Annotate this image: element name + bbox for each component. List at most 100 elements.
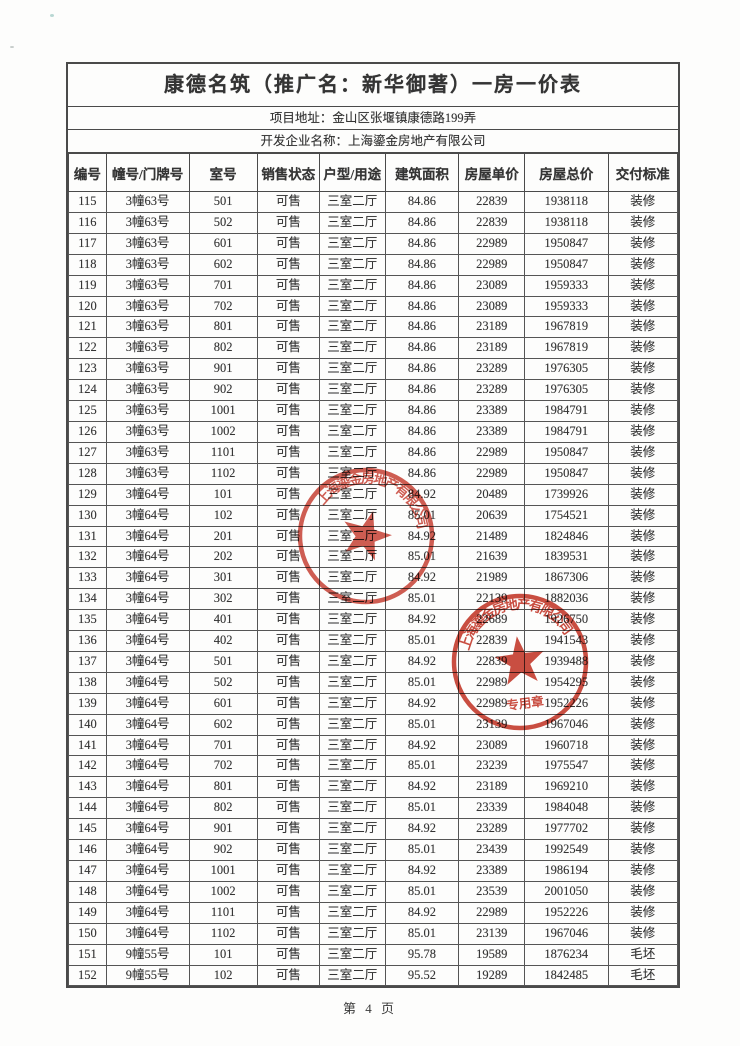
table-cell: 139: [68, 692, 107, 715]
table-cell: 84.86: [384, 295, 460, 318]
table-cell: 701: [188, 274, 258, 297]
table-cell: 可售: [256, 504, 320, 527]
table-cell: 133: [68, 567, 107, 590]
table-cell: 3幢64号: [105, 901, 190, 924]
table-row: 128 3幢63号 1102 可售 三室二厅 84.86 22989 1950847 装修: [68, 462, 679, 485]
table-cell: 三室二厅: [318, 504, 386, 527]
column-header: 编号: [68, 153, 107, 192]
table-row: 134 3幢64号 302 可售 三室二厅 85.01 22139 1882036 装修: [68, 588, 679, 611]
table-cell: 1984791: [524, 400, 609, 422]
table-cell: 1001: [188, 400, 258, 422]
table-cell: 可售: [256, 650, 320, 673]
table-cell: 可售: [256, 337, 320, 360]
page-number: 第 4 页: [342, 1001, 397, 1016]
table-row: 143 3幢64号 801 可售 三室二厅 84.92 23189 1969210 装修: [68, 776, 679, 799]
table-cell: 801: [188, 316, 258, 339]
table-cell: 502: [188, 671, 258, 694]
table-cell: 三室二厅: [318, 839, 386, 861]
table-cell: 22989: [458, 462, 526, 485]
table-cell: 23289: [458, 358, 526, 381]
table-cell: 501: [188, 191, 258, 213]
table-cell: 23139: [458, 922, 526, 945]
page-title: 康德名筑（推广名：新华御著）一房一价表: [68, 64, 678, 107]
table-cell: 22989: [458, 671, 526, 694]
table-row: 120 3幢63号 702 可售 三室二厅 84.86 23089 1959333 装修: [68, 295, 679, 318]
table-row: 148 3幢64号 1002 可售 三室二厅 85.01 23539 2001050 装修: [68, 880, 679, 903]
table-cell: 23089: [458, 274, 526, 297]
table-cell: 三室二厅: [318, 671, 386, 694]
table-cell: 装修: [607, 609, 679, 632]
column-header: 房屋单价: [458, 153, 526, 192]
table-cell: 95.52: [384, 964, 460, 987]
scan-artifact-speck: [10, 46, 14, 48]
table-cell: 124: [68, 379, 107, 402]
column-header: 房屋总价: [524, 153, 609, 192]
table-cell: 可售: [256, 713, 320, 736]
table-cell: 84.86: [384, 316, 460, 339]
table-cell: 3幢64号: [105, 650, 190, 673]
table-cell: 85.01: [384, 630, 460, 652]
table-cell: 84.86: [384, 253, 460, 276]
table-cell: 117: [68, 232, 107, 255]
table-cell: 三室二厅: [318, 692, 386, 715]
table-cell: 3幢64号: [105, 525, 190, 548]
table-cell: 128: [68, 462, 107, 485]
table-cell: 装修: [607, 755, 679, 778]
table-cell: 130: [68, 504, 107, 527]
table-cell: 可售: [256, 588, 320, 611]
table-cell: 可售: [256, 734, 320, 757]
table-row: 118 3幢63号 602 可售 三室二厅 84.86 22989 1950847 装修: [68, 253, 679, 276]
table-cell: 可售: [256, 546, 320, 569]
table-cell: 23089: [458, 295, 526, 318]
table-row: 124 3幢63号 902 可售 三室二厅 84.86 23289 1976305 装修: [68, 379, 679, 402]
table-cell: 23389: [458, 420, 526, 443]
price-table: 编号 幢号/门牌号 室号 销售状态 户型/用途 建筑面积 房屋单价 房屋总价 交付标准 115 3…: [68, 153, 679, 987]
table-cell: 22989: [458, 692, 526, 715]
table-cell: 150: [68, 922, 107, 945]
table-cell: 1101: [188, 901, 258, 924]
table-cell: 3幢64号: [105, 922, 190, 945]
table-cell: 3幢63号: [105, 211, 190, 234]
table-cell: 1952226: [524, 692, 609, 715]
table-row: 125 3幢63号 1001 可售 三室二厅 84.86 23389 1984791 装修: [68, 400, 679, 422]
table-cell: 3幢63号: [105, 337, 190, 360]
table-cell: 22989: [458, 253, 526, 276]
table-cell: 3幢63号: [105, 420, 190, 443]
table-cell: 102: [188, 504, 258, 527]
table-cell: 可售: [256, 420, 320, 443]
table-cell: 702: [188, 755, 258, 778]
table-cell: 装修: [607, 379, 679, 402]
table-cell: 1002: [188, 420, 258, 443]
table-cell: 140: [68, 713, 107, 736]
table-cell: 23539: [458, 880, 526, 903]
table-row: 140 3幢64号 602 可售 三室二厅 85.01 23139 1967046 装修: [68, 713, 679, 736]
table-cell: 802: [188, 797, 258, 820]
table-cell: 1824846: [524, 525, 609, 548]
table-cell: 701: [188, 734, 258, 757]
table-cell: 1950847: [524, 253, 609, 276]
table-cell: 23089: [458, 734, 526, 757]
table-row: 137 3幢64号 501 可售 三室二厅 84.92 22839 1939488 装修: [68, 650, 679, 673]
table-cell: 装修: [607, 692, 679, 715]
table-cell: 装修: [607, 713, 679, 736]
table-cell: 401: [188, 609, 258, 632]
table-cell: 三室二厅: [318, 567, 386, 590]
table-row: 139 3幢64号 601 可售 三室二厅 84.92 22989 1952226 装修: [68, 692, 679, 715]
table-cell: 142: [68, 755, 107, 778]
table-cell: 可售: [256, 400, 320, 422]
table-cell: 145: [68, 818, 107, 841]
table-cell: 3幢64号: [105, 483, 190, 506]
table-cell: 1967046: [524, 922, 609, 945]
developer-label: 开发企业名称：: [260, 134, 348, 148]
table-cell: 1977702: [524, 818, 609, 841]
table-cell: 三室二厅: [318, 609, 386, 632]
table-cell: 1941543: [524, 630, 609, 652]
table-cell: 三室二厅: [318, 191, 386, 213]
table-cell: 802: [188, 337, 258, 360]
table-row: 149 3幢64号 1101 可售 三室二厅 84.92 22989 1952226 装修: [68, 901, 679, 924]
table-cell: 1967046: [524, 713, 609, 736]
table-cell: 可售: [256, 358, 320, 381]
table-cell: 23139: [458, 713, 526, 736]
table-cell: 85.01: [384, 797, 460, 820]
table-cell: 可售: [256, 818, 320, 841]
